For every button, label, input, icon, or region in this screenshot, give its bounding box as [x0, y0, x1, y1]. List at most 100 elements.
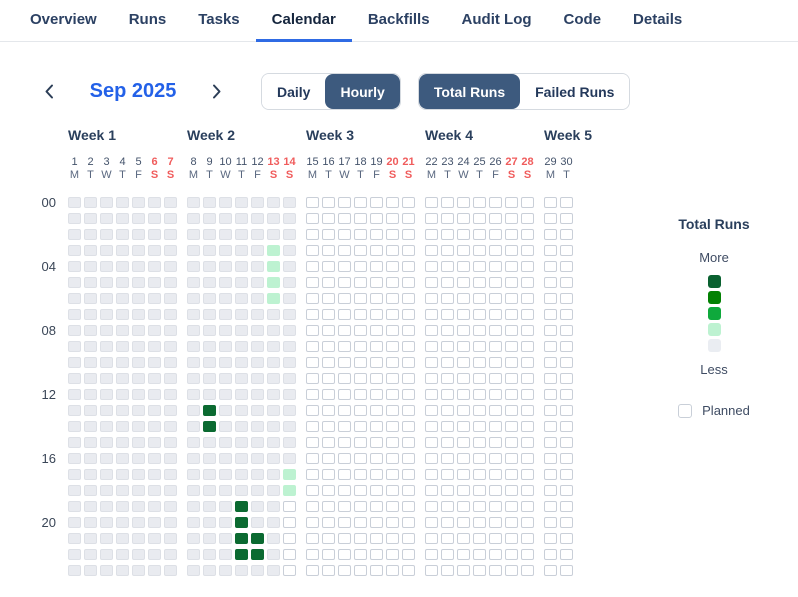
hour-cell[interactable] [100, 533, 113, 544]
hour-cell[interactable] [386, 549, 399, 560]
hour-cell[interactable] [489, 229, 502, 240]
hour-cell[interactable] [338, 357, 351, 368]
hour-cell[interactable] [505, 325, 518, 336]
hour-cell[interactable] [402, 453, 415, 464]
hour-cell[interactable] [505, 501, 518, 512]
hour-cell[interactable] [322, 549, 335, 560]
hour-cell[interactable] [203, 277, 216, 288]
hour-cell[interactable] [132, 197, 145, 208]
hour-cell[interactable] [283, 565, 296, 576]
hour-cell[interactable] [370, 213, 383, 224]
hour-cell[interactable] [283, 405, 296, 416]
hour-cell[interactable] [251, 501, 264, 512]
hour-cell[interactable] [68, 357, 81, 368]
hour-cell[interactable] [267, 501, 280, 512]
hour-cell[interactable] [441, 405, 454, 416]
hour-cell[interactable] [338, 517, 351, 528]
hour-cell[interactable] [267, 261, 280, 272]
hour-cell[interactable] [489, 453, 502, 464]
hour-cell[interactable] [283, 309, 296, 320]
hour-cell[interactable] [203, 437, 216, 448]
hour-cell[interactable] [354, 485, 367, 496]
hour-cell[interactable] [322, 373, 335, 384]
hour-cell[interactable] [203, 565, 216, 576]
hour-cell[interactable] [425, 213, 438, 224]
hour-cell[interactable] [203, 357, 216, 368]
hour-cell[interactable] [116, 453, 129, 464]
hour-cell[interactable] [457, 389, 470, 400]
hour-cell[interactable] [457, 325, 470, 336]
hour-cell[interactable] [251, 229, 264, 240]
hour-cell[interactable] [457, 213, 470, 224]
hour-cell[interactable] [322, 245, 335, 256]
hour-cell[interactable] [505, 565, 518, 576]
hour-cell[interactable] [338, 309, 351, 320]
hour-cell[interactable] [457, 277, 470, 288]
hour-cell[interactable] [505, 533, 518, 544]
hour-cell[interactable] [457, 309, 470, 320]
hour-cell[interactable] [132, 357, 145, 368]
hour-cell[interactable] [187, 261, 200, 272]
hour-cell[interactable] [386, 405, 399, 416]
hour-cell[interactable] [219, 405, 232, 416]
hour-cell[interactable] [203, 405, 216, 416]
hour-cell[interactable] [283, 453, 296, 464]
hour-cell[interactable] [306, 261, 319, 272]
hour-cell[interactable] [84, 341, 97, 352]
hour-cell[interactable] [338, 261, 351, 272]
hour-cell[interactable] [386, 293, 399, 304]
hour-cell[interactable] [473, 469, 486, 480]
hour-cell[interactable] [370, 245, 383, 256]
hour-cell[interactable] [132, 213, 145, 224]
hour-cell[interactable] [489, 533, 502, 544]
hour-cell[interactable] [489, 293, 502, 304]
hour-cell[interactable] [473, 517, 486, 528]
hour-cell[interactable] [116, 373, 129, 384]
hour-cell[interactable] [203, 469, 216, 480]
hour-cell[interactable] [521, 469, 534, 480]
hour-cell[interactable] [306, 325, 319, 336]
hour-cell[interactable] [354, 469, 367, 480]
hour-cell[interactable] [251, 357, 264, 368]
hour-cell[interactable] [338, 405, 351, 416]
hour-cell[interactable] [148, 501, 161, 512]
hour-cell[interactable] [68, 229, 81, 240]
hour-cell[interactable] [84, 501, 97, 512]
hour-cell[interactable] [306, 341, 319, 352]
hour-cell[interactable] [187, 549, 200, 560]
hour-cell[interactable] [521, 405, 534, 416]
hour-cell[interactable] [235, 469, 248, 480]
hour-cell[interactable] [473, 293, 486, 304]
hour-cell[interactable] [322, 405, 335, 416]
hour-cell[interactable] [251, 245, 264, 256]
hour-cell[interactable] [473, 229, 486, 240]
hour-cell[interactable] [354, 517, 367, 528]
hour-cell[interactable] [235, 341, 248, 352]
hour-cell[interactable] [306, 197, 319, 208]
hour-cell[interactable] [132, 373, 145, 384]
hour-cell[interactable] [322, 437, 335, 448]
hour-cell[interactable] [338, 565, 351, 576]
hour-cell[interactable] [100, 517, 113, 528]
hour-cell[interactable] [386, 309, 399, 320]
hour-cell[interactable] [441, 437, 454, 448]
hour-cell[interactable] [306, 229, 319, 240]
hour-cell[interactable] [203, 549, 216, 560]
hour-cell[interactable] [473, 245, 486, 256]
hour-cell[interactable] [386, 261, 399, 272]
hour-cell[interactable] [441, 229, 454, 240]
hour-cell[interactable] [235, 197, 248, 208]
hour-cell[interactable] [560, 421, 573, 432]
hour-cell[interactable] [164, 469, 177, 480]
hour-cell[interactable] [489, 245, 502, 256]
hour-cell[interactable] [306, 437, 319, 448]
hour-cell[interactable] [489, 549, 502, 560]
hour-cell[interactable] [354, 357, 367, 368]
hour-cell[interactable] [370, 501, 383, 512]
hour-cell[interactable] [187, 341, 200, 352]
hour-cell[interactable] [235, 565, 248, 576]
hour-cell[interactable] [338, 501, 351, 512]
hour-cell[interactable] [338, 277, 351, 288]
hour-cell[interactable] [560, 213, 573, 224]
hour-cell[interactable] [441, 213, 454, 224]
